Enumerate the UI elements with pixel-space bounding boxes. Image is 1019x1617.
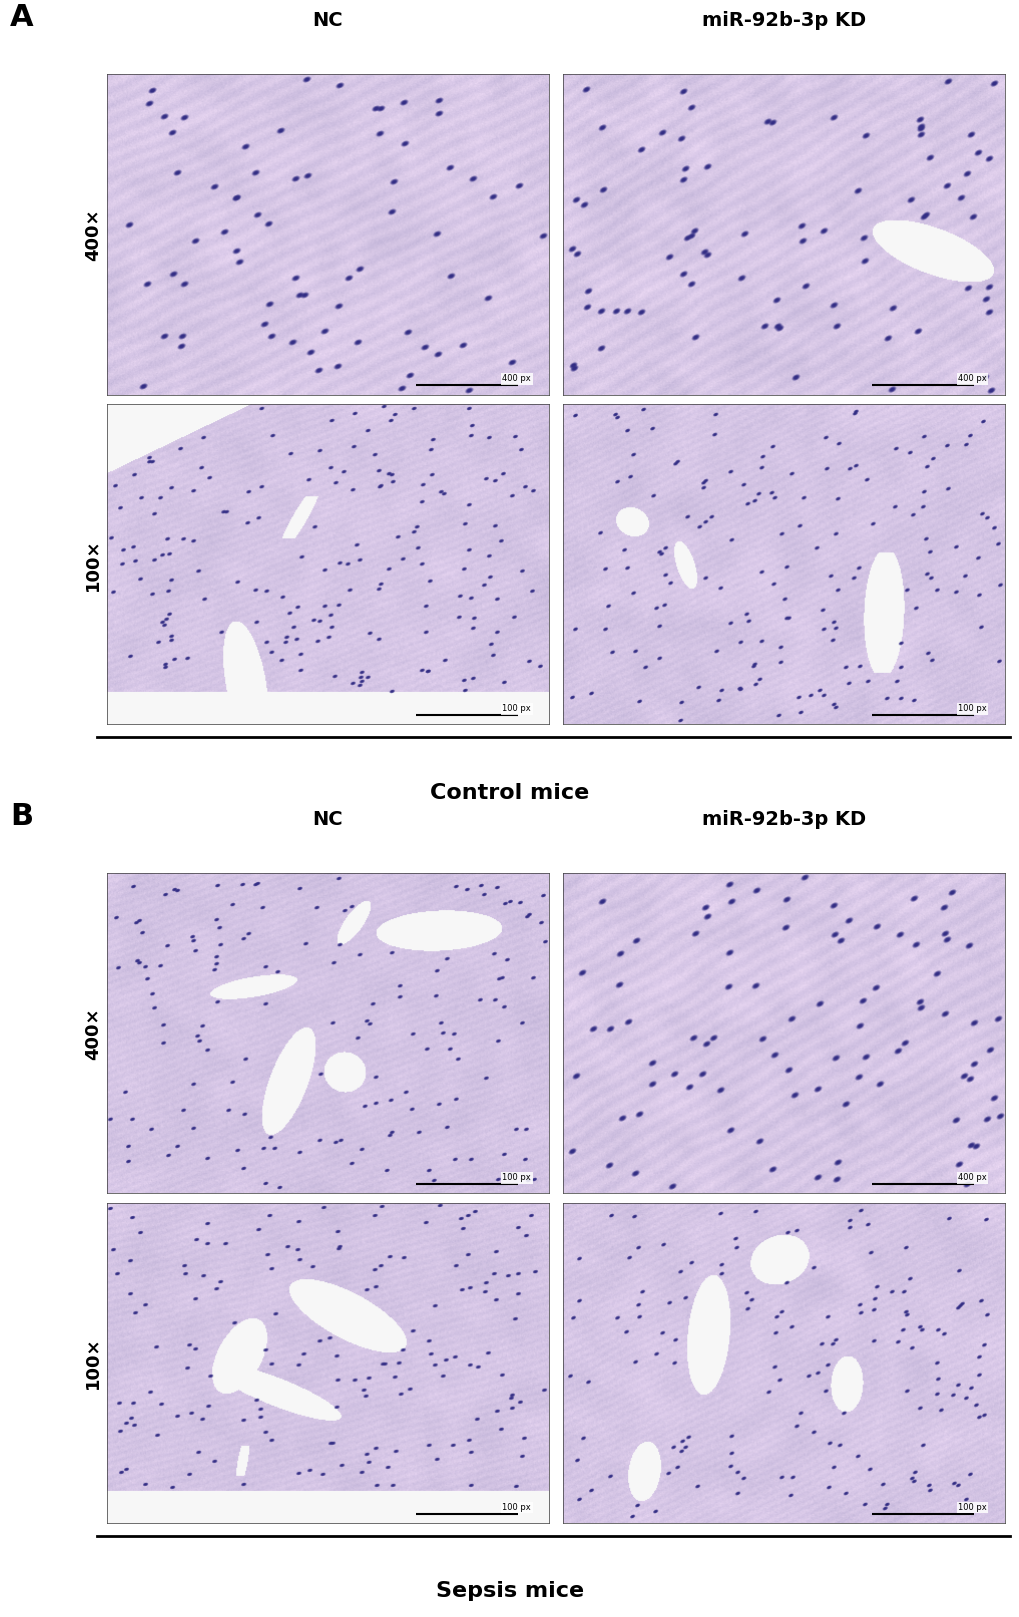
- Text: 100×: 100×: [84, 1337, 102, 1389]
- Text: 100 px: 100 px: [957, 1504, 986, 1512]
- Text: 100 px: 100 px: [501, 705, 531, 713]
- Text: 100 px: 100 px: [501, 1504, 531, 1512]
- Text: NC: NC: [312, 810, 343, 830]
- Text: miR-92b-3p KD: miR-92b-3p KD: [701, 11, 865, 31]
- Text: 400 px: 400 px: [501, 375, 531, 383]
- Text: miR-92b-3p KD: miR-92b-3p KD: [701, 810, 865, 830]
- Text: 400×: 400×: [84, 1007, 102, 1059]
- Text: 400×: 400×: [84, 209, 102, 260]
- Text: B: B: [10, 802, 34, 831]
- Text: 400 px: 400 px: [957, 1174, 986, 1182]
- Text: Sepsis mice: Sepsis mice: [435, 1581, 584, 1601]
- Text: 100 px: 100 px: [501, 1174, 531, 1182]
- Text: A: A: [10, 3, 34, 32]
- Text: 400 px: 400 px: [957, 375, 986, 383]
- Text: 100×: 100×: [84, 538, 102, 590]
- Text: NC: NC: [312, 11, 343, 31]
- Text: 100 px: 100 px: [957, 705, 986, 713]
- Text: Control mice: Control mice: [430, 783, 589, 802]
